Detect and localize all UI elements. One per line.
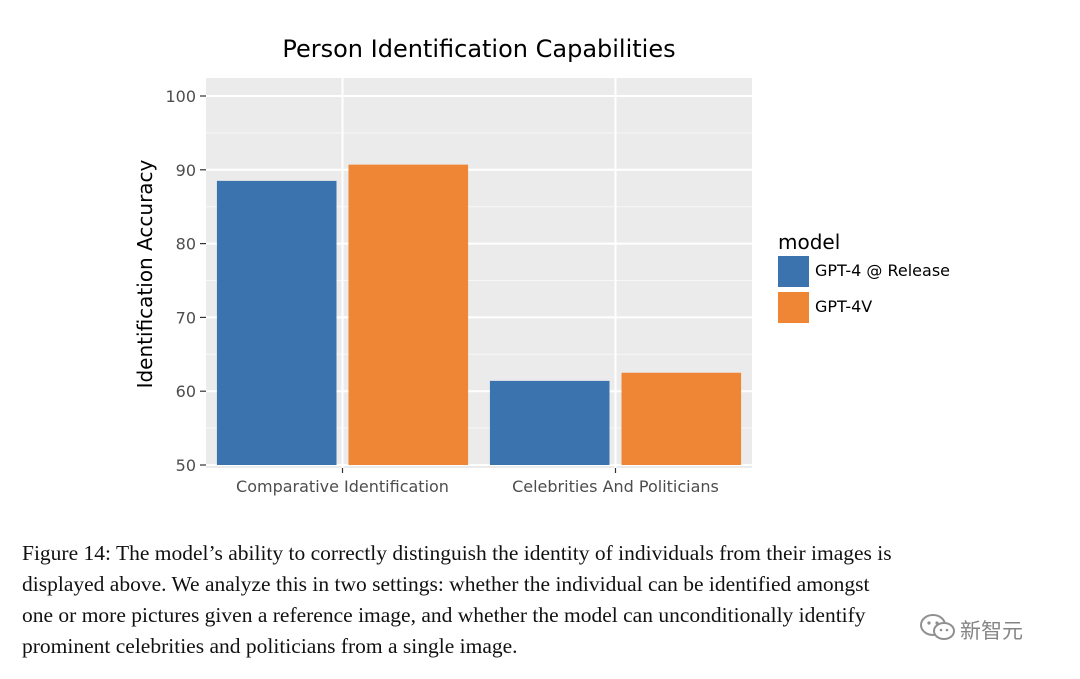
figure-caption: Figure 14: The model’s ability to correc…	[22, 541, 892, 658]
legend-label: GPT-4V	[815, 297, 872, 316]
y-axis: 50 60 70 80 90 100	[165, 87, 206, 475]
y-tick-label: 50	[176, 456, 196, 475]
legend-swatch	[778, 292, 809, 323]
watermark-text: 新智元	[960, 619, 1023, 643]
bar	[489, 380, 610, 465]
x-tick-label: Comparative Identification	[236, 477, 449, 496]
bar	[216, 180, 337, 465]
legend-title: model	[778, 230, 840, 254]
watermark: 新智元	[918, 612, 1058, 644]
x-axis: Comparative Identification Celebrities An…	[236, 468, 719, 496]
chart-title: Person Identification Capabilities	[282, 35, 675, 63]
y-tick-label: 100	[165, 87, 196, 106]
y-tick-label: 70	[176, 308, 196, 327]
y-tick-label: 80	[176, 235, 196, 254]
y-axis-label: Identification Accuracy	[133, 159, 157, 388]
y-tick-label: 90	[176, 161, 196, 180]
legend: model GPT-4 @ Release GPT-4V	[778, 230, 950, 323]
legend-label: GPT-4 @ Release	[815, 261, 950, 280]
y-tick-label: 60	[176, 382, 196, 401]
bars-group	[216, 164, 742, 465]
bar	[348, 164, 469, 465]
x-tick-label: Celebrities And Politicians	[512, 477, 719, 496]
bar-chart: Person Identification Capabilities 50 60 7…	[133, 35, 950, 496]
legend-swatch	[778, 256, 809, 287]
wechat-icon	[920, 614, 955, 640]
bar	[621, 372, 742, 465]
